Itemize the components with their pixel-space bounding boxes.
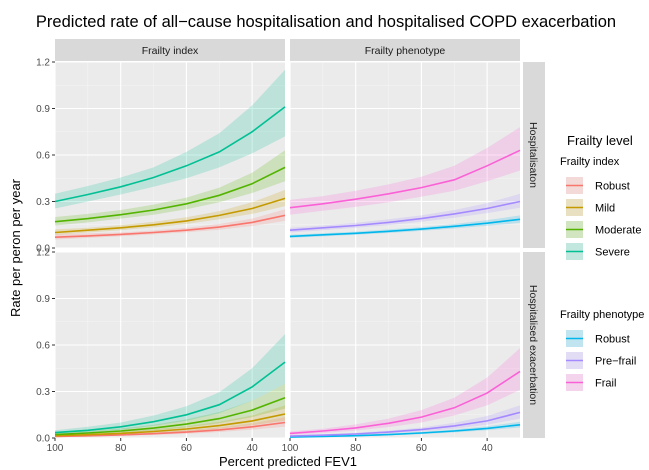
- legend-title: Frailty level: [567, 133, 633, 148]
- series-line: [289, 149, 521, 209]
- facet-panel: [54, 251, 286, 439]
- series-line: [289, 200, 521, 231]
- series-line: [289, 218, 521, 238]
- confidence-ribbon: [290, 127, 520, 215]
- series-line: [289, 370, 521, 435]
- legend-item-label: Frail: [595, 378, 616, 390]
- series-line: [54, 413, 286, 437]
- series-line: [54, 166, 286, 223]
- x-tick-label: 100: [47, 443, 64, 454]
- y-tick-label: 0.0: [36, 244, 50, 255]
- y-tick-label: 0.6: [36, 341, 50, 352]
- series-line: [54, 214, 286, 238]
- y-tick-label: 1.2: [36, 248, 50, 259]
- confidence-ribbon: [290, 215, 520, 238]
- legend-group-title: Frailty index: [560, 156, 620, 168]
- y-tick-label: 1.2: [36, 58, 50, 69]
- row-strip: [523, 252, 545, 438]
- legend-group-title: Frailty phenotype: [560, 309, 644, 321]
- x-tick-label: 80: [115, 443, 127, 454]
- row-strip-label: Hospitalisaton: [527, 122, 539, 188]
- facet-panel: [289, 61, 521, 249]
- row-strip: [523, 62, 545, 248]
- row-strip-label: Hospitalised exacerbation: [527, 285, 539, 405]
- legend-item-label: Robust: [595, 181, 630, 193]
- legend: Frailty level Frailty index Robust Mild Mode…: [560, 133, 644, 391]
- legend-item-label: Moderate: [595, 225, 641, 237]
- series-line: [289, 411, 521, 437]
- series-line: [54, 106, 286, 203]
- confidence-ribbon: [55, 334, 285, 435]
- y-tick-label: 0.9: [36, 294, 50, 305]
- y-tick-label: 0.3: [36, 197, 50, 208]
- series-line: [54, 421, 286, 438]
- facet-strips: Frailty index Frailty phenotype Hospitalis…: [55, 39, 545, 438]
- y-tick-label: 0.9: [36, 104, 50, 115]
- x-tick-label: 60: [416, 443, 428, 454]
- facet-panel: [289, 251, 521, 439]
- x-axis-label: Percent predicted FEV1: [219, 454, 357, 469]
- y-tick-label: 0.0: [36, 434, 50, 445]
- confidence-ribbon: [290, 348, 520, 435]
- legend-item-label: Pre−frail: [595, 356, 636, 368]
- x-tick-label: 40: [247, 443, 259, 454]
- series-line: [54, 197, 286, 234]
- legend-item-label: Robust: [595, 334, 630, 346]
- column-strip-label: Frailty phenotype: [365, 45, 446, 57]
- legend-item-label: Mild: [595, 203, 615, 215]
- y-axis-label: Rate per peron per year: [8, 178, 23, 317]
- facet-panels: [54, 61, 521, 439]
- column-strip: [55, 39, 285, 61]
- x-tick-label: 40: [482, 443, 494, 454]
- series-line: [54, 396, 286, 436]
- column-strip: [290, 39, 520, 61]
- y-tick-label: 0.6: [36, 151, 50, 162]
- x-tick-label: 100: [282, 443, 299, 454]
- facet-panel: [54, 61, 286, 249]
- x-tick-label: 80: [350, 443, 362, 454]
- y-tick-label: 0.3: [36, 387, 50, 398]
- x-tick-label: 60: [181, 443, 193, 454]
- series-line: [54, 361, 286, 434]
- column-strip-label: Frailty index: [142, 45, 199, 57]
- chart-title: Predicted rate of all−cause hospitalisat…: [36, 13, 616, 31]
- series-line: [289, 424, 521, 438]
- legend-item-label: Severe: [595, 247, 630, 259]
